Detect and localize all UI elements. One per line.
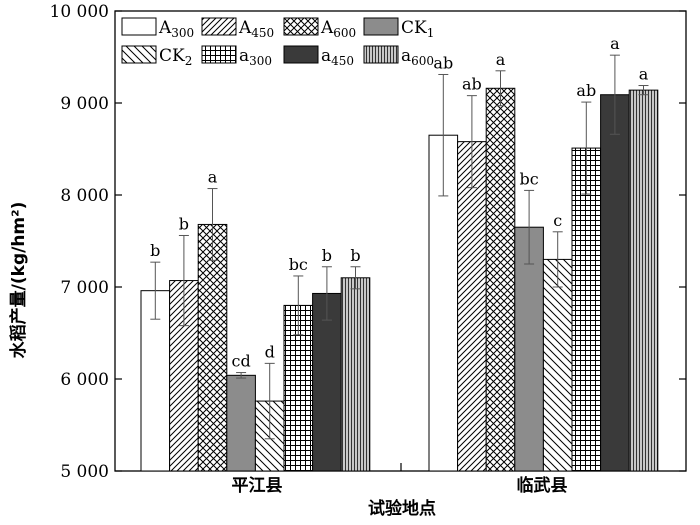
legend-label: a450	[321, 46, 354, 68]
legend-item: A300	[121, 17, 194, 40]
data-label: b	[350, 246, 360, 265]
y-tick-label: 5 000	[60, 462, 109, 482]
bar	[571, 147, 602, 472]
data-label: c	[553, 211, 562, 230]
legend-item: CK2	[121, 45, 192, 68]
data-label: a	[208, 168, 218, 187]
y-tick-label: 8 000	[60, 186, 109, 206]
legend-item: CK1	[363, 17, 434, 40]
bar	[169, 280, 199, 472]
legend-swatch	[201, 17, 237, 36]
data-label: b	[179, 214, 189, 233]
legend-label: A600	[320, 18, 356, 40]
data-label: ab	[576, 81, 596, 100]
data-label: a	[639, 65, 649, 84]
bar	[340, 277, 371, 472]
bar	[628, 89, 659, 472]
legend-swatch	[283, 45, 319, 64]
bar	[197, 223, 228, 472]
data-label: ab	[433, 53, 453, 72]
legend-label: a600	[401, 46, 434, 68]
data-label: b	[322, 246, 332, 265]
bar	[312, 292, 342, 472]
data-label: a	[610, 34, 620, 53]
x-axis-label: 试验地点	[368, 498, 436, 519]
y-tick-label: 7 000	[60, 278, 109, 298]
legend-item: A450	[201, 17, 274, 40]
data-label: cd	[231, 352, 250, 371]
data-label: d	[265, 342, 275, 361]
legend: A300 A450 A600 CK1 CK2 a300 a450 a600	[121, 17, 434, 68]
bar	[226, 374, 256, 472]
legend-swatch	[283, 17, 319, 36]
bar	[485, 87, 516, 472]
bar	[457, 141, 487, 472]
legend-swatch	[121, 45, 157, 64]
y-tick-label: 6 000	[60, 370, 109, 390]
y-axis: 5 000 6 000 7 000 8 000 9 000 10 000	[50, 2, 686, 482]
legend-swatch	[121, 17, 157, 36]
data-label: b	[150, 241, 160, 260]
legend-label: a300	[239, 46, 272, 68]
y-axis-label: 水稻产量/(kg/hm²)	[8, 202, 29, 359]
legend-label: CK2	[159, 46, 192, 68]
legend-item: a450	[283, 45, 354, 68]
y-tick-label: 10 000	[50, 2, 109, 22]
legend-item: A600	[283, 17, 356, 40]
legend-swatch	[201, 45, 237, 64]
legend-swatch	[363, 45, 399, 64]
legend-item: a600	[363, 45, 434, 68]
bar	[600, 94, 630, 472]
legend-label: A450	[238, 18, 274, 40]
data-label: bc	[519, 169, 538, 188]
x-tick-label: 平江县	[232, 476, 283, 496]
x-axis: 平江县 临武县	[232, 463, 568, 496]
data-label: ab	[462, 75, 482, 94]
bar	[542, 258, 573, 472]
x-tick-label: 临武县	[517, 475, 568, 496]
legend-label: CK1	[401, 18, 434, 40]
data-label: bc	[289, 255, 308, 274]
legend-label: A300	[158, 18, 194, 40]
data-label: a	[496, 50, 506, 69]
y-tick-label: 9 000	[60, 94, 109, 114]
legend-item: a300	[201, 45, 272, 68]
legend-swatch	[363, 17, 399, 36]
